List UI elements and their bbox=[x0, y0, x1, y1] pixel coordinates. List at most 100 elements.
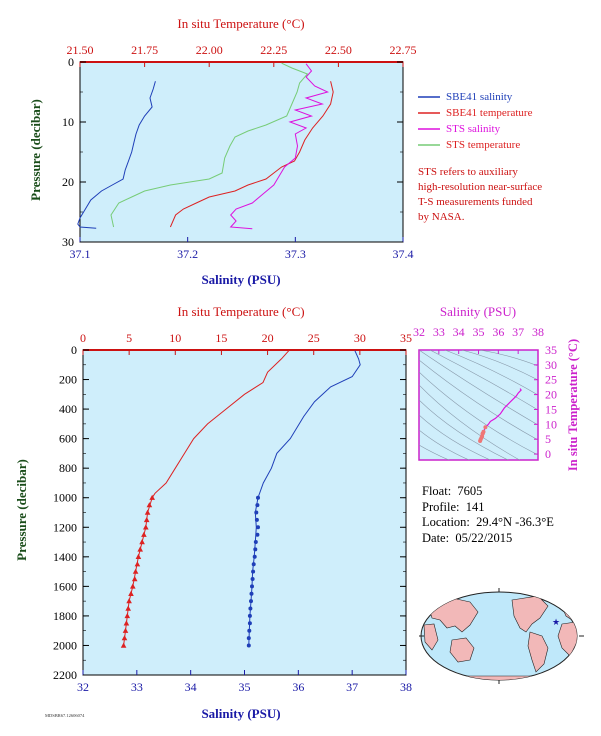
ts-series-group bbox=[478, 388, 522, 443]
north-america-shape bbox=[511, 595, 549, 633]
main-profile-chart: 0 5 10 15 20 25 30 35 32 33 34 35 36 37 38 0 200 400 600… bbox=[14, 304, 412, 721]
ts-salinity-tick-label: 34 bbox=[453, 325, 465, 339]
main-pressure-ticks: 0 200 400 600 800 1000 1200 1400 1600 1800 2000 220… bbox=[53, 343, 406, 682]
sts-note-line: STS refers to auxiliary bbox=[418, 166, 518, 178]
location-label: Location: bbox=[422, 515, 470, 529]
temperature-marker bbox=[143, 516, 150, 523]
ts-salinity-tick-label: 32 bbox=[413, 325, 425, 339]
pressure-tick-label: 200 bbox=[59, 373, 77, 387]
date-label: Date: bbox=[422, 530, 450, 545]
sts-note: STS refers to auxiliary high-resolution … bbox=[418, 166, 542, 223]
ts-temperature-tick-label: 15 bbox=[545, 402, 557, 416]
ts-temperature-tick-label: 35 bbox=[545, 343, 557, 357]
temperature-marker bbox=[144, 509, 151, 515]
ts-temperature-tick-label: 10 bbox=[545, 417, 557, 431]
salinity-marker bbox=[254, 517, 259, 522]
top-legend: SBE41 salinity SBE41 temperature STS sal… bbox=[418, 91, 542, 223]
ts-salinity-tick-label: 38 bbox=[532, 325, 544, 339]
top-profile-chart: 21.50 21.75 22.00 22.25 22.50 22.75 37.1 37.2 3… bbox=[28, 16, 417, 287]
top-temperature-axis-label: In situ Temperature (°C) bbox=[177, 16, 304, 31]
top-plot-area bbox=[79, 61, 404, 243]
ts-temperature-tick-label: 5 bbox=[545, 432, 551, 446]
salinity-marker bbox=[247, 628, 252, 633]
temperature-marker bbox=[137, 546, 143, 552]
temperature-tick-label: 15 bbox=[215, 331, 227, 345]
main-salinity-axis-label: Salinity (PSU) bbox=[201, 706, 280, 721]
density-contours bbox=[419, 350, 538, 460]
temperature-tick-label: 22.25 bbox=[260, 43, 287, 57]
temperature-tick-label: 22.50 bbox=[325, 43, 352, 57]
float-info: Float: 7605 Profile: 141 Location: 29.4°… bbox=[422, 484, 554, 546]
temperature-marker bbox=[141, 531, 147, 537]
pressure-tick-label: 400 bbox=[59, 402, 77, 416]
salinity-marker bbox=[253, 540, 258, 544]
ts-temperature-tick-label: 25 bbox=[545, 373, 557, 387]
float-label: Float: bbox=[422, 484, 452, 498]
legend-item-sts-temperature: STS temperature bbox=[418, 139, 520, 151]
salinity-tick-label: 37 bbox=[346, 680, 358, 694]
series-line-sts-salinity bbox=[229, 63, 330, 230]
legend-label: SBE41 temperature bbox=[446, 107, 533, 119]
temperature-marker bbox=[143, 524, 149, 530]
sts-note-line: T-S measurements funded bbox=[418, 196, 533, 208]
float-row: Float: 7605 bbox=[422, 484, 554, 500]
sts-note-line: high-resolution near-surface bbox=[418, 181, 542, 193]
main-temperature-axis-label: In situ Temperature (°C) bbox=[177, 304, 304, 319]
ts-salinity-tick-label: 36 bbox=[492, 325, 504, 339]
ts-deep-marker bbox=[483, 425, 488, 430]
ts-salinity-tick-label: 37 bbox=[512, 325, 524, 339]
salinity-marker bbox=[252, 554, 257, 559]
ts-deep-marker bbox=[481, 429, 486, 434]
salinity-tick-label: 33 bbox=[131, 680, 143, 694]
salinity-marker bbox=[255, 532, 260, 537]
main-series-group bbox=[120, 350, 361, 648]
salinity-marker bbox=[250, 577, 255, 581]
salinity-tick-label: 32 bbox=[77, 680, 89, 694]
temperature-marker bbox=[130, 583, 136, 589]
ts-temperature-tick-label: 20 bbox=[545, 388, 557, 402]
salinity-marker bbox=[253, 547, 258, 552]
salinity-marker bbox=[254, 510, 259, 515]
top-pressure-axis-label: Pressure (decibar) bbox=[28, 99, 43, 201]
temperature-marker bbox=[121, 635, 128, 641]
float-value: 7605 bbox=[457, 484, 483, 498]
top-series-group bbox=[77, 62, 334, 230]
top-salinity-axis-label: Salinity (PSU) bbox=[201, 272, 280, 287]
temperature-tick-label: 21.75 bbox=[131, 43, 158, 57]
temperature-marker bbox=[135, 553, 142, 559]
salinity-marker bbox=[246, 636, 251, 641]
temperature-tick-label: 22.75 bbox=[390, 43, 417, 57]
temperature-tick-label: 21.50 bbox=[67, 43, 94, 57]
pressure-tick-label: 10 bbox=[62, 115, 74, 129]
temperature-marker bbox=[126, 598, 132, 604]
temperature-marker bbox=[123, 620, 130, 626]
antarctica-shape bbox=[439, 675, 561, 680]
salinity-marker bbox=[251, 569, 256, 574]
salinity-tick-label: 37.1 bbox=[70, 247, 91, 261]
profile-row: Profile: 141 bbox=[422, 500, 554, 516]
main-temperature-ticks: 0 5 10 15 20 25 30 35 bbox=[80, 331, 412, 355]
temperature-marker bbox=[120, 642, 127, 648]
temperature-tick-label: 22.00 bbox=[196, 43, 223, 57]
south-america-shape bbox=[527, 631, 549, 673]
pressure-tick-label: 30 bbox=[62, 235, 74, 249]
pressure-tick-label: 0 bbox=[71, 343, 77, 357]
temperature-marker bbox=[124, 612, 131, 619]
top-salinity-ticks: 37.1 37.2 37.3 37.4 bbox=[70, 237, 414, 261]
australia-shape bbox=[449, 637, 475, 663]
temperature-marker bbox=[132, 568, 139, 574]
location-value: 29.4°N -36.3°E bbox=[476, 515, 554, 529]
ts-plot-area bbox=[418, 349, 539, 461]
world-map: ★ bbox=[419, 588, 584, 684]
top-pressure-ticks: 0 10 20 30 bbox=[62, 55, 403, 249]
legend-item-sbe41-salinity: SBE41 salinity bbox=[418, 91, 513, 103]
date-row: Date: 05/22/2015 bbox=[422, 531, 554, 547]
pressure-tick-label: 0 bbox=[68, 55, 74, 69]
salinity-tick-label: 38 bbox=[400, 680, 412, 694]
pressure-tick-label: 2200 bbox=[53, 668, 77, 682]
series-line-sbe41-salinity bbox=[77, 81, 156, 229]
pressure-tick-label: 20 bbox=[62, 175, 74, 189]
main-plot-area bbox=[82, 349, 407, 676]
